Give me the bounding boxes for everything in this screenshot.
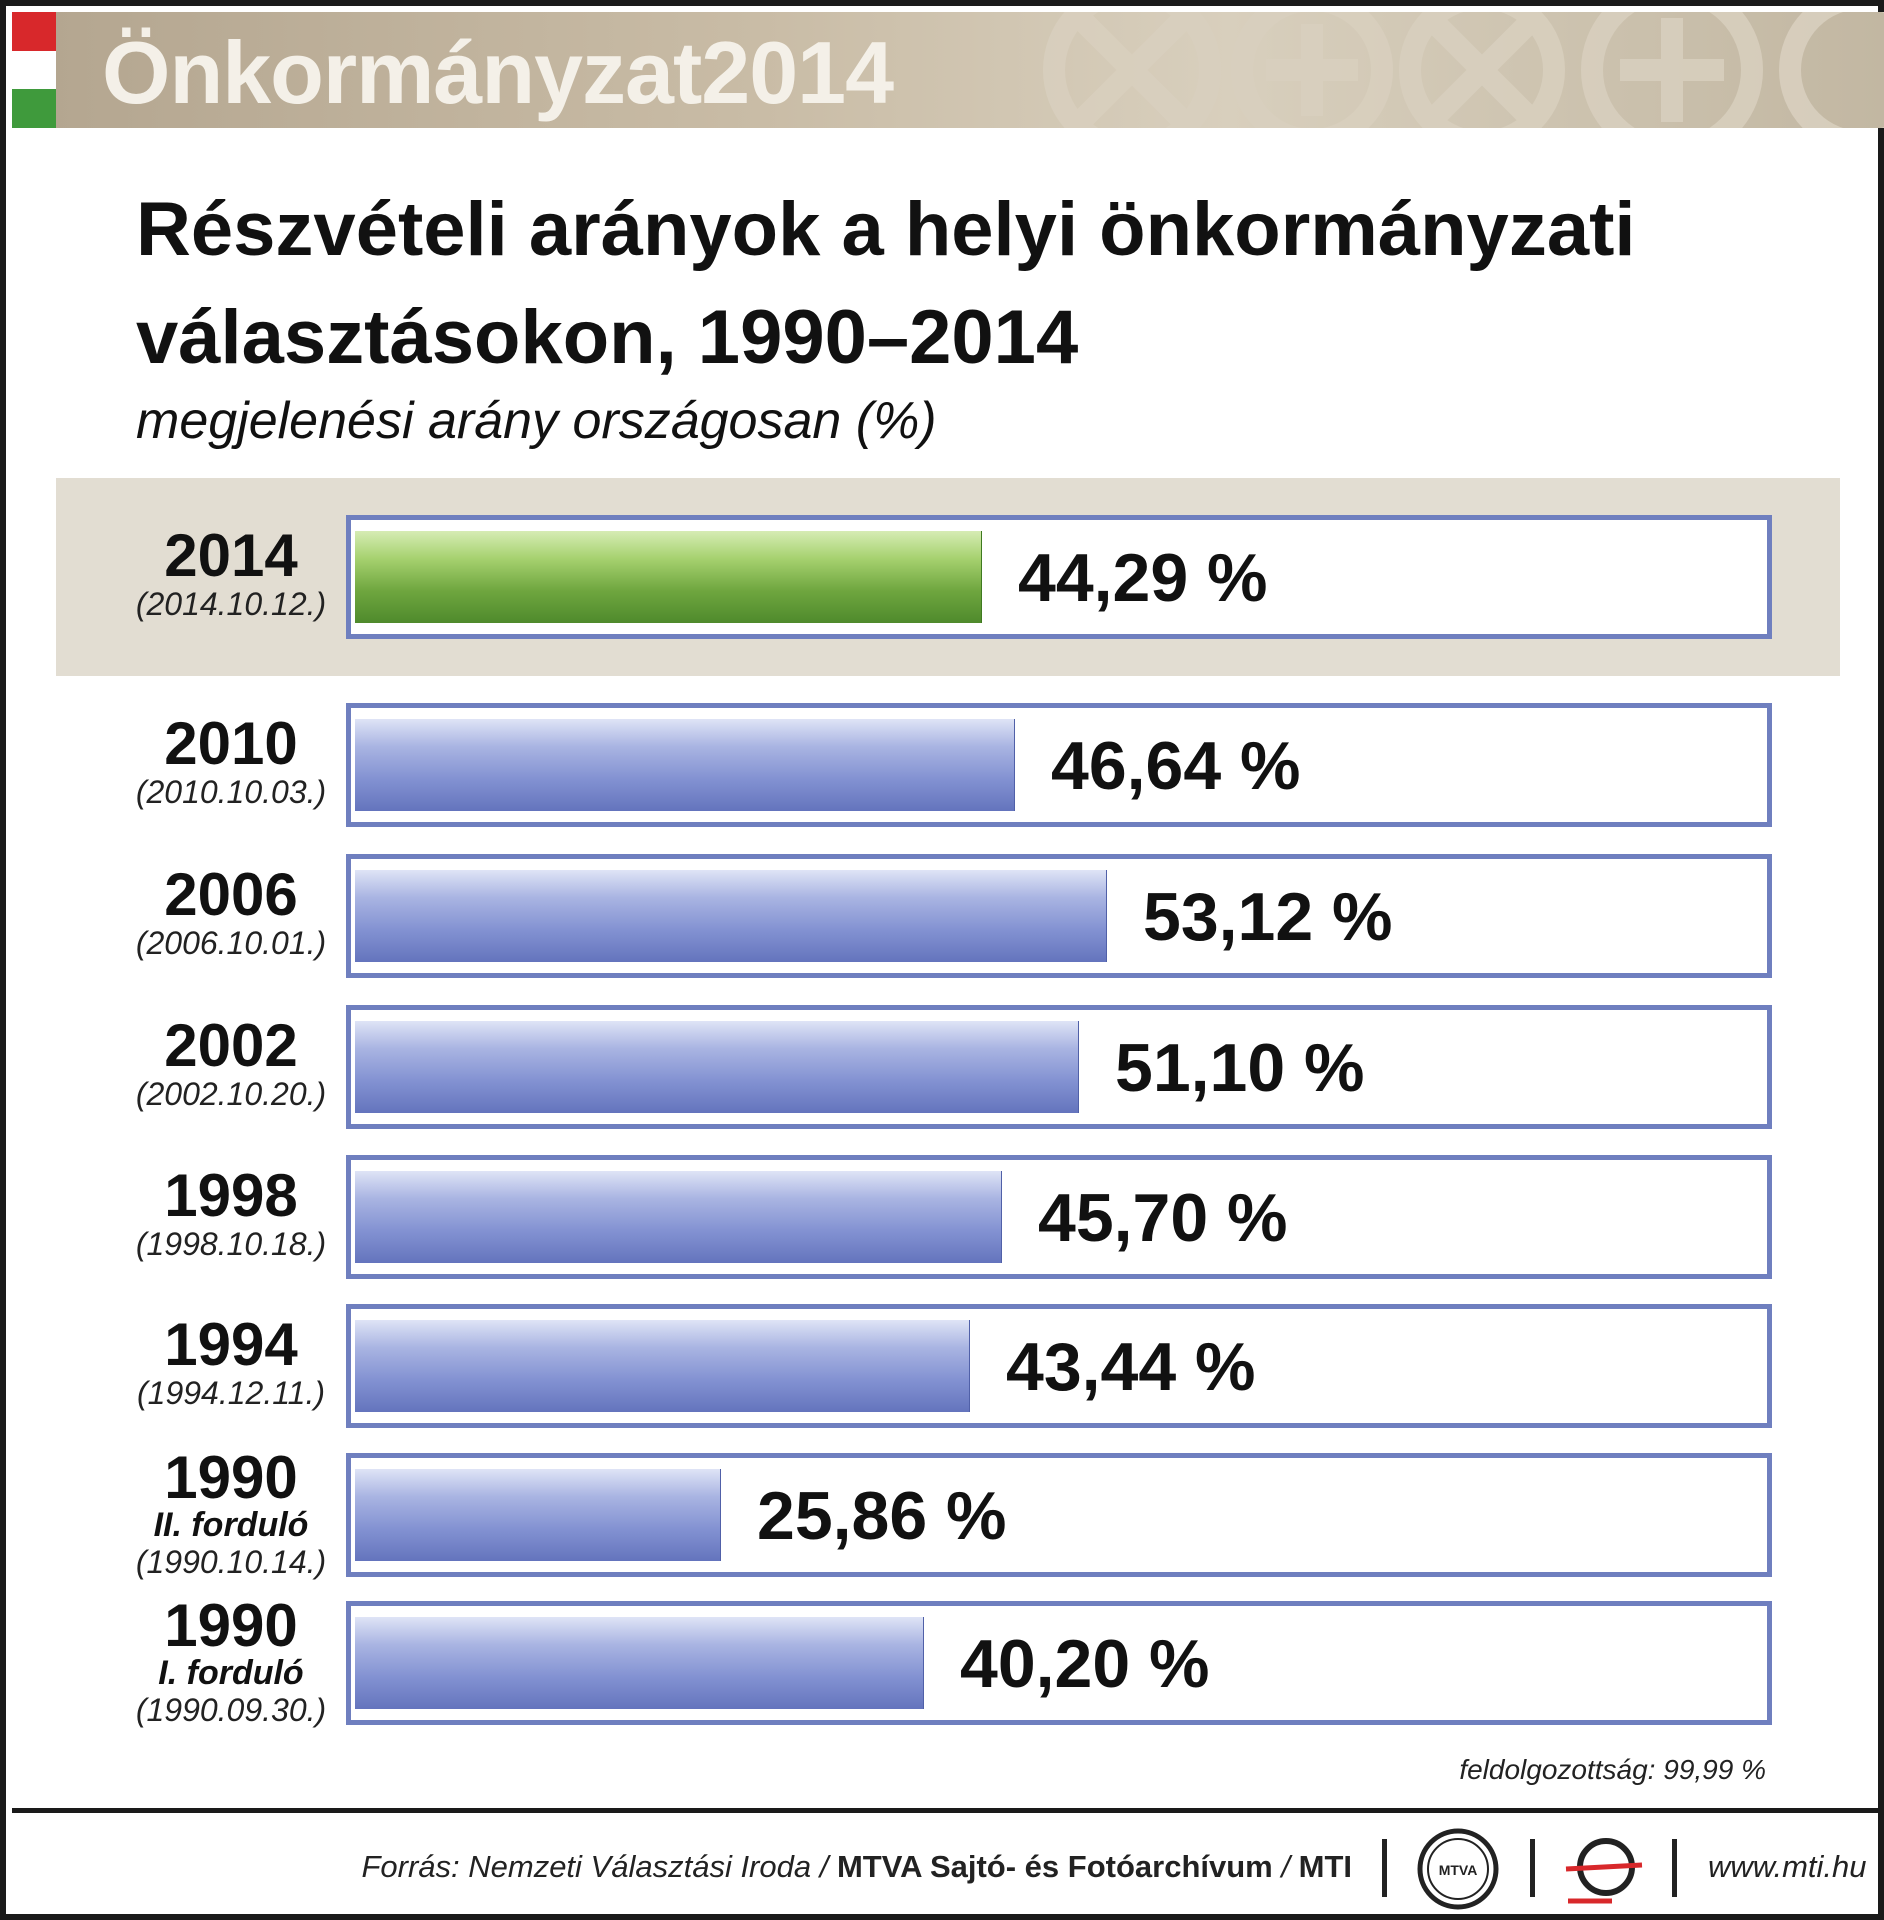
bar-mark — [355, 1320, 970, 1412]
bar-track — [346, 1453, 1772, 1577]
bar-value-label: 40,20 % — [960, 1626, 1210, 1702]
category-date: (2002.10.20.) — [135, 1076, 327, 1112]
bar-value-label: 53,12 % — [1143, 879, 1393, 955]
bar-category-label: 2002 (2002.10.20.) — [116, 1012, 346, 1113]
category-round: II. forduló — [153, 1506, 309, 1544]
category-year: 1998 — [164, 1162, 298, 1229]
chart-title-line-1: Részvételi arányok a helyi önkormányzati — [136, 187, 1636, 272]
chart-title-line-2: választásokon, 1990–2014 — [136, 295, 1079, 380]
bar-value-label: 51,10 % — [1115, 1030, 1365, 1106]
mtva-logo-icon: MTVA — [1417, 1828, 1499, 1910]
category-year: 2002 — [164, 1012, 298, 1079]
category-year: 1994 — [164, 1311, 298, 1378]
bar-category-label: 1990 II. forduló (1990.10.14.) — [116, 1444, 346, 1581]
svg-text:MTVA: MTVA — [1439, 1862, 1478, 1878]
bar-track — [346, 1005, 1772, 1129]
bar-track — [346, 1155, 1772, 1279]
bar-value-label: 43,44 % — [1006, 1329, 1256, 1405]
bar-track — [346, 515, 1772, 639]
bar-mark — [355, 531, 982, 623]
source-mti: MTI — [1298, 1849, 1352, 1884]
footer-separator — [1530, 1839, 1535, 1897]
category-year: 1990 — [164, 1592, 298, 1659]
category-date: (1990.09.30.) — [135, 1692, 327, 1728]
mti-logo-icon — [1565, 1838, 1643, 1904]
bar-value-label: 46,64 % — [1051, 728, 1301, 804]
bar-mark — [355, 1469, 721, 1561]
category-year: 2006 — [164, 861, 298, 928]
bar-mark — [355, 1171, 1002, 1263]
source-agency: Forrás: Nemzeti Választási Iroda / — [361, 1849, 829, 1884]
bar-category-label: 2014 (2014.10.12.) — [116, 522, 346, 623]
bar-mark — [355, 1617, 924, 1709]
chart-title: Részvételi arányok a helyi önkormányzati… — [136, 176, 1786, 392]
bar-value-label: 45,70 % — [1038, 1180, 1288, 1256]
footer-divider — [12, 1808, 1884, 1813]
category-date: (2014.10.12.) — [135, 586, 327, 622]
hungarian-flag-icon — [12, 12, 56, 128]
banner-title: Önkormányzat2014 — [102, 23, 894, 122]
category-year: 2010 — [164, 710, 298, 777]
bar-mark — [355, 1021, 1079, 1113]
source-separator: / — [1281, 1849, 1290, 1884]
bar-value-label: 44,29 % — [1018, 540, 1268, 616]
bar-track — [346, 1601, 1772, 1725]
bar-value-label: 25,86 % — [757, 1478, 1007, 1554]
processing-note: feldolgozottság: 99,99 % — [1459, 1754, 1766, 1785]
bar-category-label: 2006 (2006.10.01.) — [116, 861, 346, 962]
bar-category-label: 1998 (1998.10.18.) — [116, 1162, 346, 1263]
footer-separator — [1382, 1839, 1387, 1897]
category-year: 1990 — [164, 1444, 298, 1511]
category-date: (1998.10.18.) — [135, 1226, 327, 1262]
footer-separator — [1672, 1839, 1677, 1897]
category-date: (2006.10.01.) — [135, 925, 327, 961]
category-year: 2014 — [164, 522, 298, 589]
header-banner: Önkormányzat2014 — [12, 12, 1884, 128]
chart-subtitle: megjelenési arány országosan (%) — [136, 392, 937, 450]
category-date: (2010.10.03.) — [135, 774, 327, 810]
category-date: (1994.12.11.) — [137, 1375, 325, 1411]
bar-category-label: 1990 I. forduló (1990.09.30.) — [116, 1592, 346, 1729]
website-link: www.mti.hu — [1708, 1849, 1867, 1884]
source-archive: MTVA Sajtó- és Fotóarchívum — [836, 1849, 1273, 1884]
bar-category-label: 2010 (2010.10.03.) — [116, 710, 346, 811]
bar-mark — [355, 870, 1107, 962]
bar-mark — [355, 719, 1015, 811]
bar-category-label: 1994 (1994.12.11.) — [116, 1311, 346, 1412]
footer: Forrás: Nemzeti Választási Iroda / MTVA … — [12, 1813, 1884, 1920]
bar-track — [346, 854, 1772, 978]
bar-track — [346, 703, 1772, 827]
ballot-marks-decoration-icon — [1043, 12, 1884, 128]
category-round: I. forduló — [158, 1654, 304, 1692]
source-credit: Forrás: Nemzeti Választási Iroda / MTVA … — [361, 1849, 1352, 1885]
bar-track — [346, 1304, 1772, 1428]
category-date: (1990.10.14.) — [135, 1544, 327, 1580]
